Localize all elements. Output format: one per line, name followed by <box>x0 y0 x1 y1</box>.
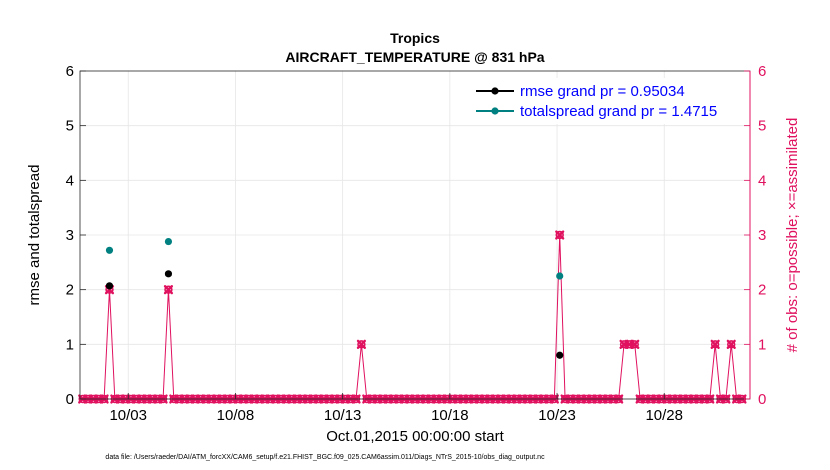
legend: rmse grand pr = 0.95034 totalspread gran… <box>468 78 746 124</box>
obs-assimilated-point <box>630 339 640 349</box>
data-file-footer: data file: /Users/raeder/DAI/ATM_forcXX/… <box>105 454 545 461</box>
left-y-tick-label: 0 <box>66 391 74 408</box>
x-tick-label: 10/08 <box>217 407 255 424</box>
obs-assimilated-point <box>356 339 366 349</box>
obs-assimilated-point <box>163 285 174 295</box>
rmse-point <box>105 282 114 290</box>
rmse-point <box>556 351 564 359</box>
grid-lines <box>80 71 750 399</box>
left-y-tick-label: 2 <box>66 282 74 299</box>
legend-label-rmse: rmse grand pr = 0.95034 <box>520 83 685 100</box>
x-tick-label: 10/23 <box>538 407 576 424</box>
right-y-tick-label: 3 <box>758 227 766 244</box>
right-y-tick-label: 0 <box>758 391 766 408</box>
right-y-tick-label: 4 <box>758 172 766 189</box>
x-axis-label: Oct.01,2015 00:00:00 start <box>326 428 504 445</box>
left-y-tick-label: 6 <box>66 63 74 80</box>
chart-subtitle: AIRCRAFT_TEMPERATURE @ 831 hPa <box>285 49 544 65</box>
left-y-tick-label: 4 <box>66 172 74 189</box>
left-y-tick-label: 5 <box>66 118 74 135</box>
legend-marker-rmse <box>491 87 499 95</box>
obs-assimilated-point <box>710 339 720 349</box>
right-y-axis: 0 1 2 3 4 5 6 <box>744 63 766 408</box>
left-y-tick-label: 3 <box>66 227 74 244</box>
totalspread-point <box>556 272 564 280</box>
right-y-tick-label: 6 <box>758 63 766 80</box>
totalspread-point <box>105 246 114 254</box>
legend-label-totalspread: totalspread grand pr = 1.4715 <box>520 103 717 120</box>
obs-assimilated-point <box>726 339 736 349</box>
right-y-tick-label: 5 <box>758 118 766 135</box>
x-tick-label: 10/18 <box>431 407 469 424</box>
legend-marker-totalspread <box>491 107 499 115</box>
totalspread-point <box>164 237 173 246</box>
rmse-point <box>164 270 173 278</box>
x-tick-label: 10/13 <box>324 407 362 424</box>
data-layer <box>78 230 747 404</box>
obs-assimilated-point <box>555 230 565 240</box>
chart-title: Tropics <box>390 30 440 46</box>
obs-assimilated-line <box>82 234 742 400</box>
left-y-axis-label: rmse and totalspread <box>26 165 43 306</box>
right-y-axis-label: # of obs: o=possible; ×=assimilated <box>784 118 801 353</box>
right-y-tick-label: 1 <box>758 336 766 353</box>
x-tick-label: 10/28 <box>645 407 683 424</box>
left-y-tick-label: 1 <box>66 336 74 353</box>
left-y-axis: 0 1 2 3 4 5 6 <box>66 63 86 408</box>
x-tick-label: 10/03 <box>109 407 147 424</box>
legend-box <box>468 78 746 124</box>
x-axis: 10/03 10/08 10/13 10/18 10/23 10/28 <box>109 393 683 424</box>
right-y-tick-label: 2 <box>758 282 766 299</box>
